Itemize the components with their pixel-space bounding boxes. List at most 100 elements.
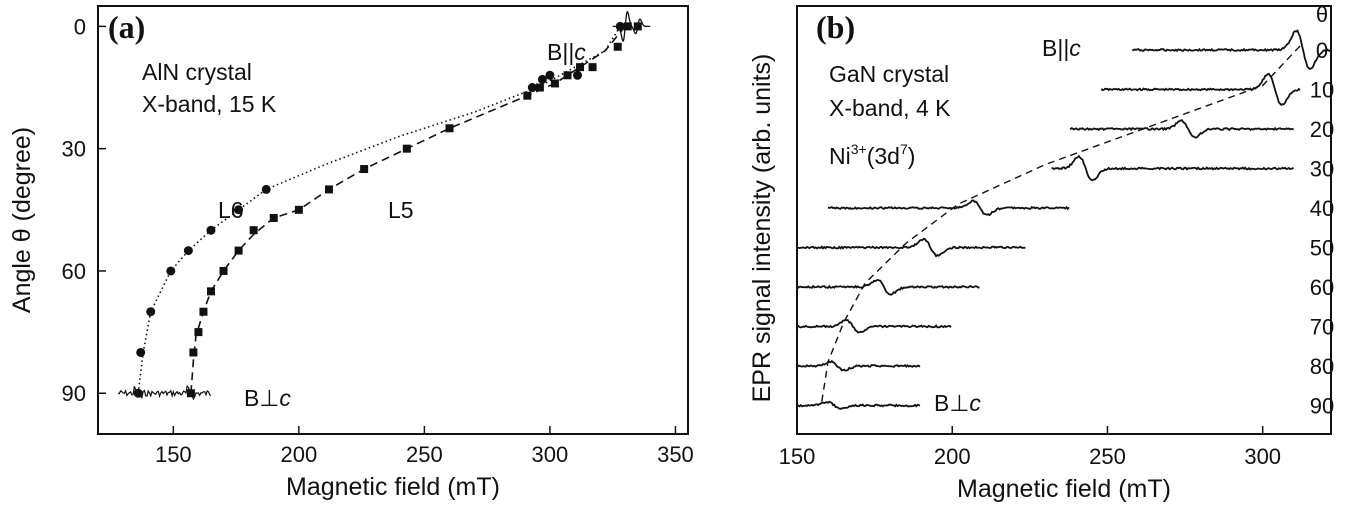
- spectrum-theta-10: [1100, 72, 1301, 106]
- point-l5: [189, 348, 198, 357]
- theta-label: 80: [1310, 354, 1334, 379]
- panel-a-b-perp-c: c: [279, 385, 291, 411]
- panel-b-guide: [821, 45, 1301, 402]
- panel-b-config-close: ): [908, 143, 916, 169]
- spectrum-theta-50: [796, 237, 1026, 258]
- panel-b-b-parallel-prefix: B||: [1042, 35, 1069, 61]
- panel-b-b-perp-c: c: [969, 390, 981, 416]
- point-l5: [563, 71, 572, 80]
- point-l5: [360, 165, 369, 174]
- panel-b-ion: Ni3+(3d7): [829, 141, 915, 169]
- panel-a-b-perp-prefix: B⊥: [244, 385, 279, 411]
- point-l5: [186, 389, 195, 398]
- point-l6: [166, 266, 176, 276]
- point-l5: [402, 144, 411, 153]
- panel-b-b-parallel: B||c: [1042, 35, 1081, 61]
- spectrum-theta-30: [1051, 154, 1294, 182]
- spectrum-theta-0: [1132, 29, 1332, 71]
- point-l6: [206, 225, 216, 235]
- theta-label: 90: [1310, 394, 1334, 419]
- panel-b-config: (3d: [867, 143, 900, 169]
- b-xtick-label: 150: [779, 444, 816, 469]
- panel-b-conditions: X-band, 4 K: [829, 95, 951, 121]
- panel-a-label: (a): [108, 9, 145, 45]
- point-l5: [199, 307, 208, 316]
- panel-a-xticks: 150 200 250 300 350: [155, 426, 694, 467]
- point-l5: [535, 83, 544, 92]
- b-xtick-label: 200: [934, 444, 971, 469]
- panel-a-yticks: 0 30 60 90: [62, 14, 106, 406]
- panel-b-sample: GaN crystal: [829, 61, 949, 87]
- panel-a-xlabel: Magnetic field (mT): [286, 473, 500, 501]
- theta-label: 70: [1310, 315, 1334, 340]
- panel-b-xlabel: Magnetic field (mT): [957, 475, 1171, 503]
- panel-a-conditions: X-band, 15 K: [142, 91, 277, 117]
- point-l5: [324, 185, 333, 194]
- point-l5: [294, 205, 303, 214]
- panel-a-b-parallel: B||c: [547, 39, 586, 65]
- panel-b-ion-charge: 3+: [851, 141, 867, 157]
- spectrum-theta-40: [827, 199, 1070, 217]
- point-l6: [183, 246, 193, 256]
- point-l6: [234, 205, 244, 215]
- point-l6: [527, 83, 537, 93]
- point-l5: [588, 63, 597, 72]
- theta-label: 30: [1310, 157, 1334, 182]
- panel-b-b-parallel-c: c: [1069, 35, 1081, 61]
- theta-label: 50: [1310, 236, 1334, 261]
- panel-b-b-perp: B⊥c: [934, 390, 981, 416]
- point-l5: [633, 22, 642, 31]
- point-l5: [234, 246, 243, 255]
- resonance-guide-line: [821, 45, 1301, 402]
- theta-label: 40: [1310, 196, 1334, 221]
- spectrum-theta-70: [796, 319, 952, 334]
- panel-b-ylabel: EPR signal intensity (arb. units): [748, 54, 776, 403]
- theta-header: θ: [1316, 2, 1328, 27]
- panel-b-frame: [796, 5, 1332, 435]
- panel-a-b-parallel-prefix: B||: [547, 39, 574, 65]
- a-xtick-label: 300: [532, 442, 569, 467]
- panel-a-b-parallel-c: c: [574, 39, 586, 65]
- point-l5: [613, 42, 622, 51]
- b-xtick-label: 300: [1244, 444, 1281, 469]
- panel-b: (b) GaN crystal X-band, 4 K Ni3+(3d7) B|…: [748, 2, 1334, 503]
- panel-a-series: [133, 21, 642, 398]
- spectrum-theta-80: [796, 359, 921, 372]
- a-xtick-label: 250: [406, 442, 443, 467]
- panel-a: (a) AlN crystal X-band, 15 K B||c B⊥c L6…: [8, 5, 694, 501]
- theta-label: 20: [1310, 117, 1334, 142]
- theta-label: 60: [1310, 275, 1334, 300]
- point-l5: [219, 266, 228, 275]
- spectrum-theta-20: [1069, 119, 1294, 139]
- panel-b-ion-symbol: Ni: [829, 143, 851, 169]
- point-l6: [573, 70, 583, 80]
- theta-label: 10: [1310, 78, 1334, 103]
- point-l5: [249, 226, 258, 235]
- point-l6: [133, 388, 143, 398]
- panel-a-b-perp: B⊥c: [244, 385, 291, 411]
- a-xtick-label: 150: [155, 442, 192, 467]
- panel-b-spectra: 0 10 20 30 40 50 60 70 80 90: [796, 29, 1334, 419]
- point-l5: [576, 63, 585, 72]
- b-xtick-label: 250: [1089, 444, 1126, 469]
- point-l6: [261, 184, 271, 194]
- panel-b-config-exp: 7: [900, 141, 908, 157]
- point-l5: [445, 124, 454, 133]
- a-perp-trace: [117, 385, 212, 401]
- a-xtick-label: 350: [657, 442, 694, 467]
- panel-a-frame: [97, 5, 689, 435]
- a-ytick-label: 60: [62, 259, 86, 284]
- point-l6: [537, 74, 547, 84]
- point-l5: [194, 328, 203, 337]
- point-l6: [146, 307, 156, 317]
- point-l6: [545, 70, 555, 80]
- point-l5: [623, 22, 632, 31]
- spectrum-theta-60: [796, 278, 980, 296]
- point-l5: [206, 287, 215, 296]
- panel-b-xticks: 150 200 250 300: [779, 426, 1281, 469]
- point-l5: [550, 79, 559, 88]
- theta-label: 0: [1316, 38, 1328, 63]
- panel-b-label: (b): [816, 9, 855, 45]
- panel-a-ylabel: Angle θ (degree): [8, 127, 36, 313]
- series-label-l5: L5: [388, 197, 414, 223]
